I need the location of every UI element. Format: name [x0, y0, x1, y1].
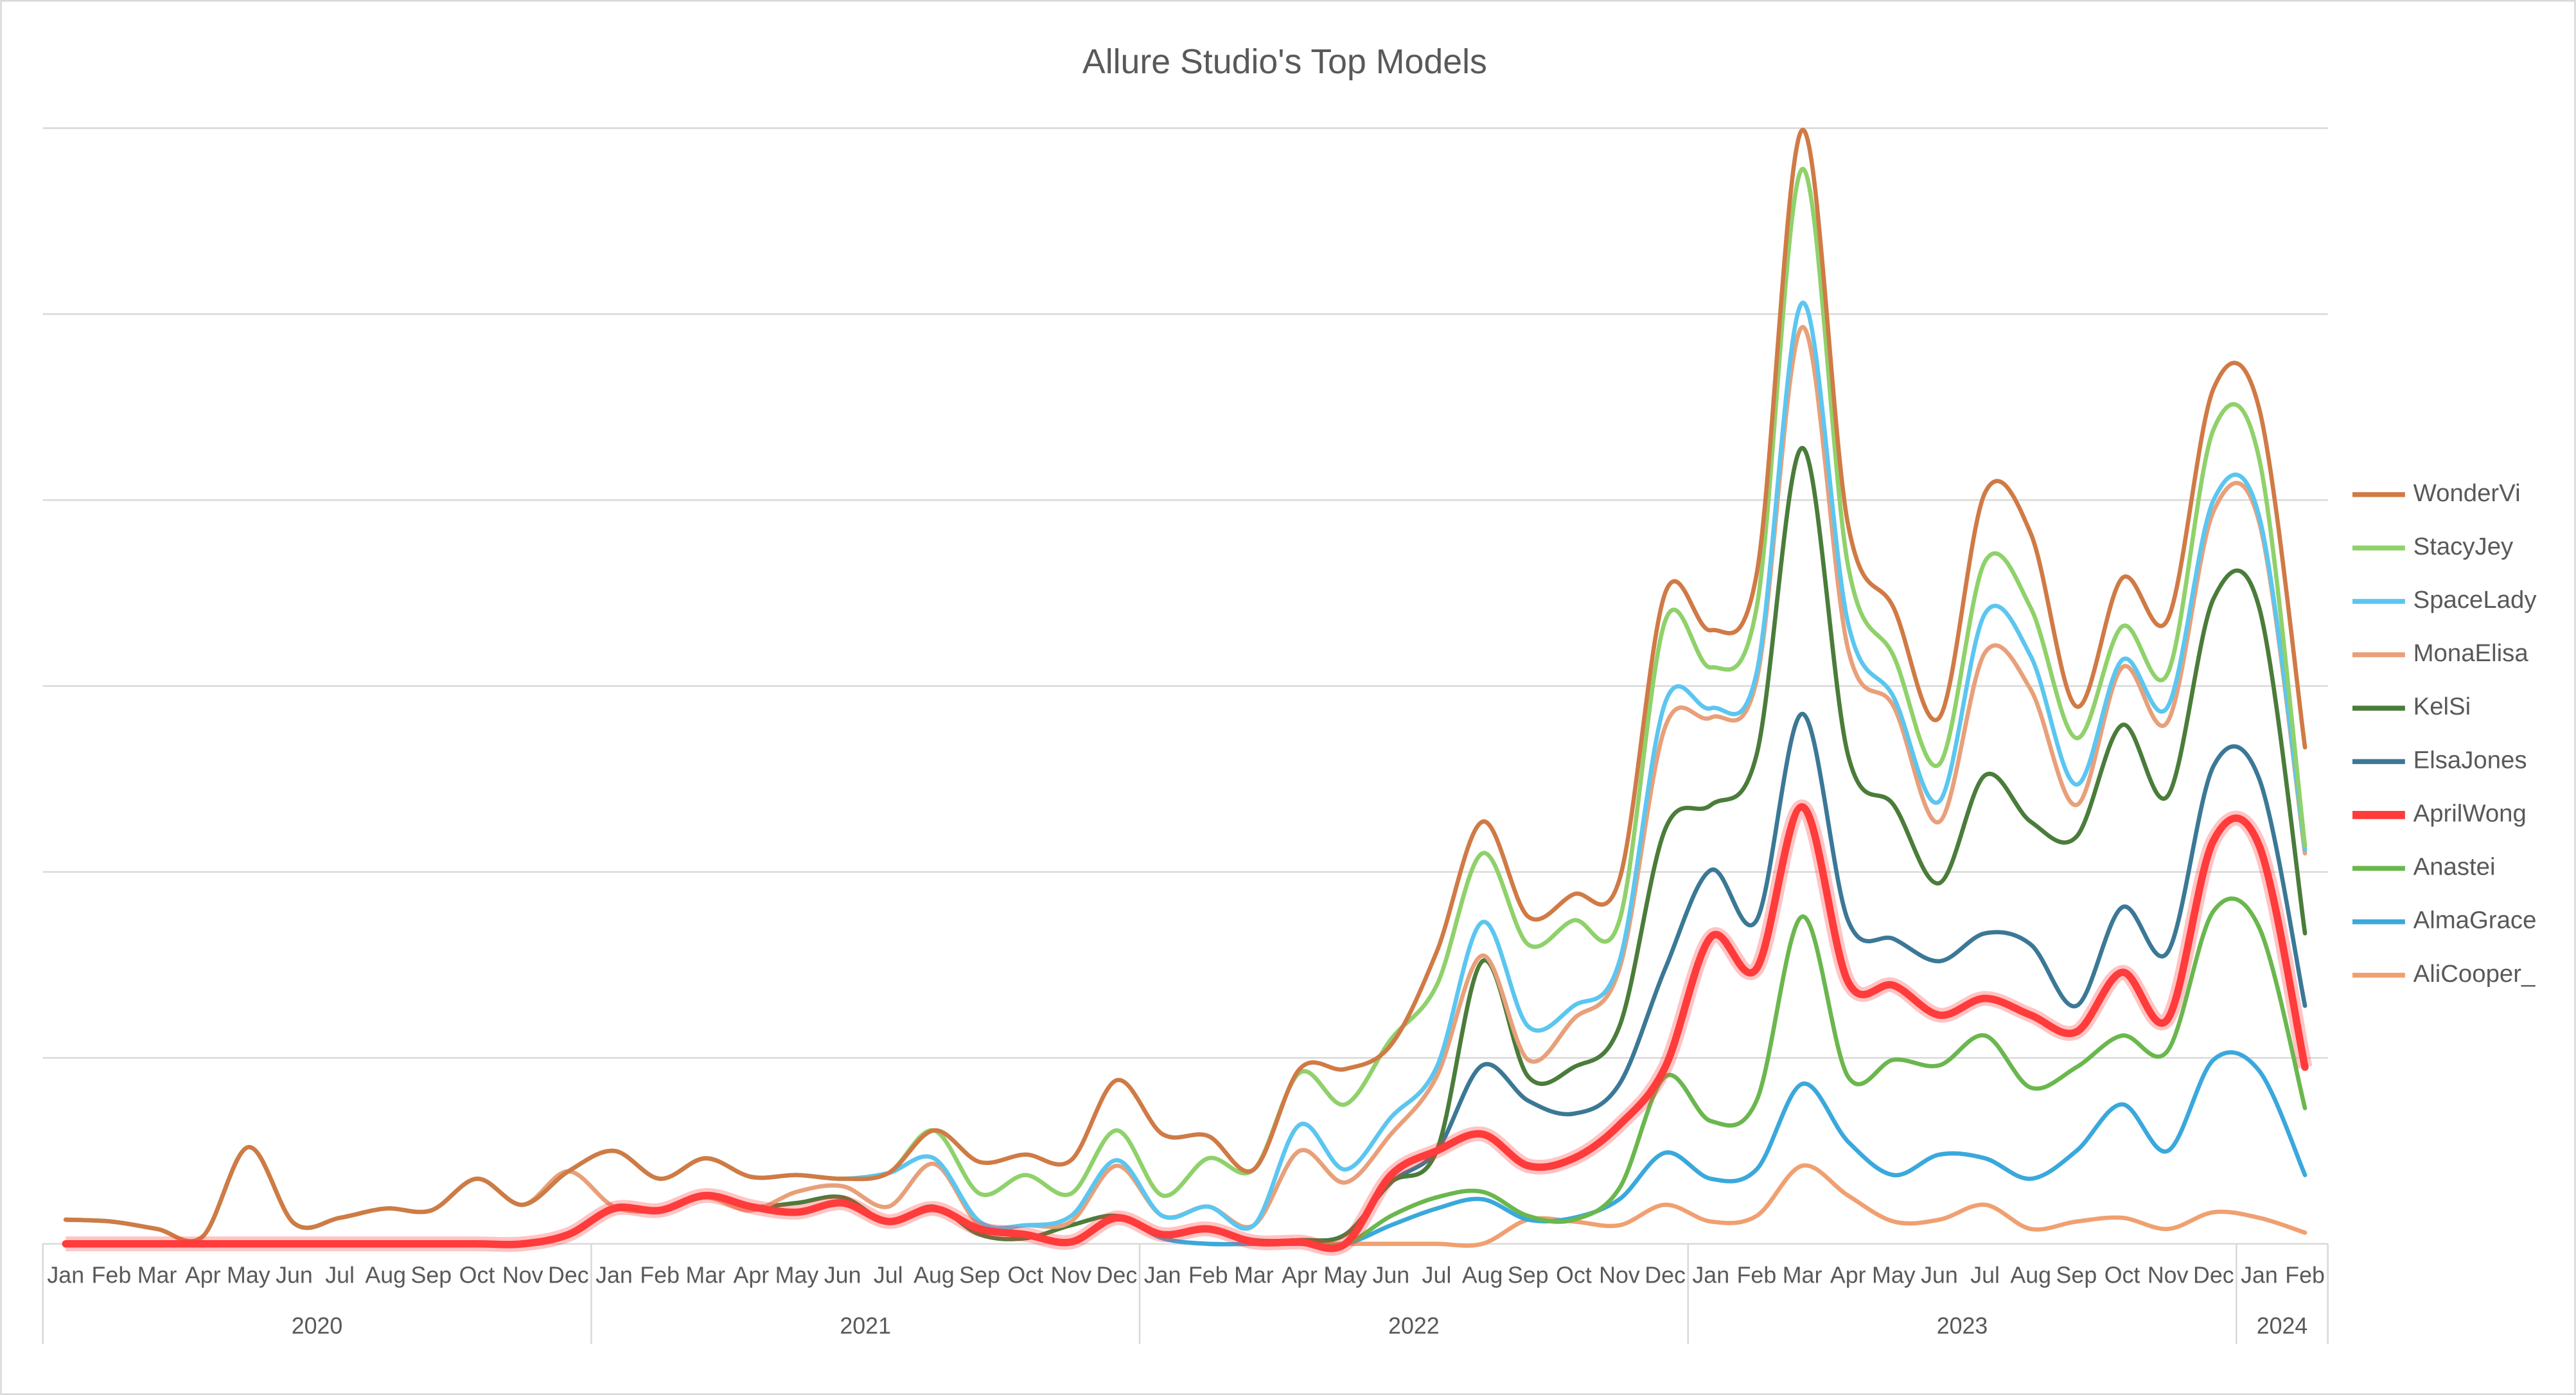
legend-label: KelSi	[2413, 693, 2471, 720]
x-group-label: 2021	[840, 1313, 891, 1339]
x-tick-label: Oct	[1007, 1262, 1043, 1288]
x-tick-label: Aug	[913, 1262, 955, 1288]
x-group-label: 2023	[1937, 1313, 1988, 1339]
x-tick-label: May	[775, 1262, 819, 1288]
grid	[42, 127, 2328, 1245]
x-tick-label: Apr	[1830, 1262, 1866, 1288]
legend-label: StacyJey	[2413, 533, 2514, 560]
x-tick-label: Jun	[1372, 1262, 1409, 1288]
x-tick-label: Mar	[1783, 1262, 1822, 1288]
x-tick-label: Nov	[1051, 1262, 1092, 1288]
series-line	[63, 127, 2307, 1244]
x-tick-label: Jun	[1921, 1262, 1958, 1288]
x-tick-label: Aug	[365, 1262, 406, 1288]
legend-label: MonaElisa	[2413, 639, 2529, 667]
x-tick-label: Oct	[1556, 1262, 1592, 1288]
chart-title: Allure Studio's Top Models	[1082, 42, 1487, 81]
legend-label: AlmaGrace	[2413, 907, 2537, 934]
x-tick-label: Sep	[411, 1262, 452, 1288]
x-tick-label: Dec	[548, 1262, 589, 1288]
x-tick-label: Sep	[959, 1262, 1000, 1288]
x-tick-label: Oct	[459, 1262, 495, 1288]
x-tick-label: Dec	[1097, 1262, 1138, 1288]
plot-lines	[62, 127, 2313, 1256]
x-group-label: 2020	[292, 1313, 343, 1339]
x-tick-label: Feb	[1737, 1262, 1777, 1288]
legend-label: AliCooper_	[2413, 960, 2536, 988]
x-tick-label: Nov	[2148, 1262, 2189, 1288]
series-line	[62, 803, 2309, 1252]
x-tick-label: Jan	[1692, 1262, 1729, 1288]
x-tick-label: May	[227, 1262, 270, 1288]
x-tick-label: Jul	[325, 1262, 355, 1288]
x-tick-label: Mar	[1234, 1262, 1274, 1288]
x-group-label: 2022	[1388, 1313, 1440, 1339]
x-tick-label: Dec	[1645, 1262, 1686, 1288]
legend-label: SpaceLady	[2413, 586, 2537, 614]
legend-label: ElsaJones	[2413, 746, 2527, 774]
x-tick-label: Feb	[92, 1262, 132, 1288]
x-tick-label: Jan	[2241, 1262, 2278, 1288]
x-tick-label: Nov	[1599, 1262, 1640, 1288]
x-tick-label: Aug	[2010, 1262, 2051, 1288]
x-tick-label: Jan	[595, 1262, 633, 1288]
x-tick-label: Jan	[47, 1262, 84, 1288]
legend-label: AprilWong	[2413, 799, 2527, 827]
x-tick-label: Jul	[874, 1262, 903, 1288]
x-tick-label: Jan	[1144, 1262, 1181, 1288]
x-tick-label: May	[1872, 1262, 1916, 1288]
x-tick-label: Sep	[1508, 1262, 1549, 1288]
x-tick-label: Dec	[2193, 1262, 2234, 1288]
x-tick-label: Apr	[734, 1262, 770, 1288]
x-tick-label: Aug	[1462, 1262, 1503, 1288]
x-axis: Jan Feb Mar Apr May Jun Jul Aug Sep Oct Nov Dec Jan F…	[42, 1243, 2329, 1344]
legend-label: WonderVi	[2413, 479, 2521, 507]
x-tick-label: Feb	[640, 1262, 680, 1288]
x-tick-label: Nov	[502, 1262, 543, 1288]
x-tick-label: Feb	[1188, 1262, 1228, 1288]
x-tick-label: Jun	[824, 1262, 861, 1288]
x-tick-label: Mar	[685, 1262, 725, 1288]
x-group-label: 2024	[2257, 1313, 2308, 1339]
x-tick-label: Feb	[2285, 1262, 2325, 1288]
legend-label: Anastei	[2413, 853, 2496, 881]
x-tick-label: Jul	[1970, 1262, 2000, 1288]
x-tick-label: Apr	[1282, 1262, 1318, 1288]
x-tick-label: Jun	[276, 1262, 313, 1288]
x-tick-label: Jul	[1422, 1262, 1452, 1288]
legend: WonderVi StacyJey SpaceLady MonaElisa KelSi E…	[2352, 479, 2537, 988]
x-tick-label: May	[1323, 1262, 1367, 1288]
x-tick-label: Sep	[2056, 1262, 2097, 1288]
x-tick-label: Oct	[2104, 1262, 2140, 1288]
x-tick-label: Mar	[137, 1262, 177, 1288]
x-tick-label: Apr	[185, 1262, 221, 1288]
